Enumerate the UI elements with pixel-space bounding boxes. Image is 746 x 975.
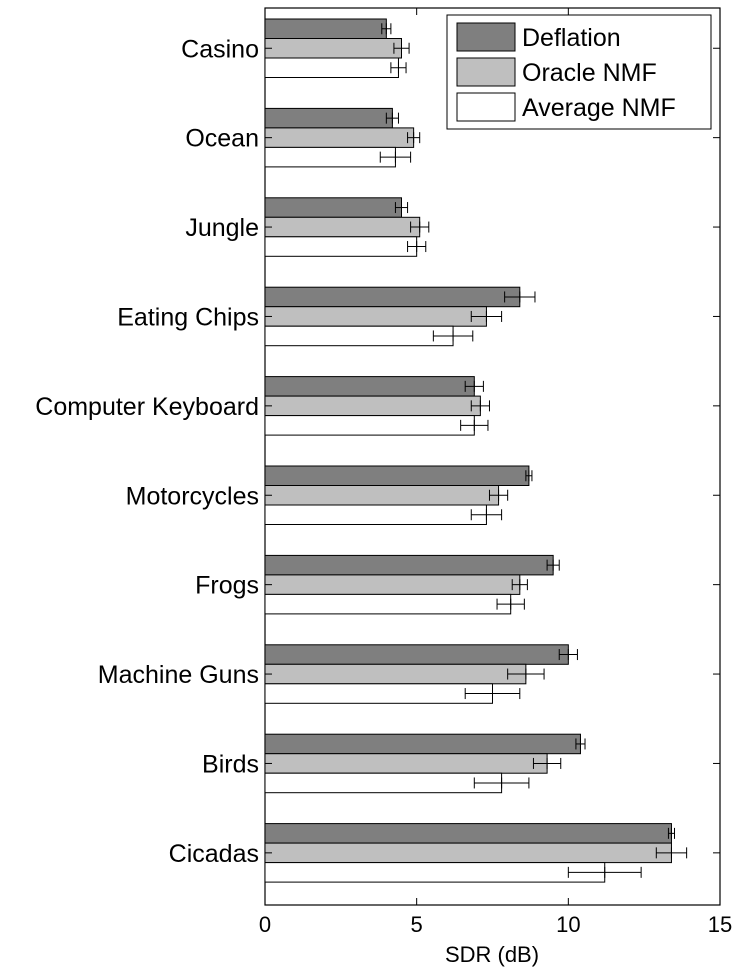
bar bbox=[264, 107, 393, 129]
legend-label: Deflation bbox=[522, 24, 621, 52]
bar bbox=[264, 733, 581, 755]
legend-label: Average NMF bbox=[522, 94, 676, 122]
legend-label: Oracle NMF bbox=[522, 59, 657, 87]
bar bbox=[264, 485, 500, 506]
bar bbox=[264, 216, 421, 238]
x-tick-label: 5 bbox=[411, 912, 423, 937]
category-label: Computer Keyboard bbox=[35, 393, 259, 421]
category-label: Eating Chips bbox=[117, 303, 259, 331]
bar bbox=[264, 593, 512, 615]
bar bbox=[264, 236, 418, 257]
bar bbox=[264, 465, 530, 486]
bar bbox=[264, 574, 521, 595]
legend: Deflation Oracle NMF Average NMF bbox=[446, 14, 712, 130]
x-tick-label: 10 bbox=[556, 912, 580, 937]
legend-swatch bbox=[456, 92, 516, 122]
bar bbox=[264, 18, 387, 39]
x-tick-label: 0 bbox=[259, 912, 271, 937]
bar bbox=[264, 683, 493, 704]
bar bbox=[264, 38, 402, 59]
ticks-layer: 0 5 10 15 bbox=[259, 8, 732, 937]
bars-layer bbox=[264, 18, 672, 883]
bar bbox=[264, 644, 569, 665]
bar bbox=[264, 127, 415, 148]
bar bbox=[264, 146, 396, 168]
category-labels: Casino Ocean Jungle Eating Chips Computer Ke… bbox=[35, 35, 259, 868]
bar bbox=[264, 823, 672, 844]
bar bbox=[264, 376, 475, 397]
bar bbox=[264, 306, 487, 327]
category-label: Casino bbox=[181, 35, 259, 63]
bar bbox=[264, 286, 521, 308]
category-label: Jungle bbox=[185, 214, 259, 242]
x-tick-label: 15 bbox=[708, 912, 732, 937]
category-label: Frogs bbox=[195, 572, 259, 600]
bar bbox=[264, 842, 672, 864]
bar bbox=[264, 197, 402, 218]
bar bbox=[264, 772, 503, 794]
bar bbox=[264, 862, 606, 883]
legend-swatch bbox=[456, 22, 516, 52]
bar bbox=[264, 504, 487, 525]
bar bbox=[264, 415, 475, 436]
bar bbox=[264, 663, 527, 685]
category-label: Birds bbox=[202, 750, 259, 778]
errorbars-layer bbox=[379, 23, 688, 878]
x-axis-title: SDR (dB) bbox=[445, 942, 539, 967]
bar bbox=[264, 753, 548, 774]
bar bbox=[264, 395, 481, 417]
category-label: Machine Guns bbox=[98, 661, 259, 689]
category-label: Ocean bbox=[185, 125, 259, 153]
legend-swatch bbox=[456, 57, 516, 87]
bar bbox=[264, 57, 399, 78]
bar bbox=[264, 554, 554, 576]
bar bbox=[264, 325, 454, 347]
category-label: Cicadas bbox=[169, 840, 259, 868]
category-label: Motorcycles bbox=[126, 482, 259, 510]
